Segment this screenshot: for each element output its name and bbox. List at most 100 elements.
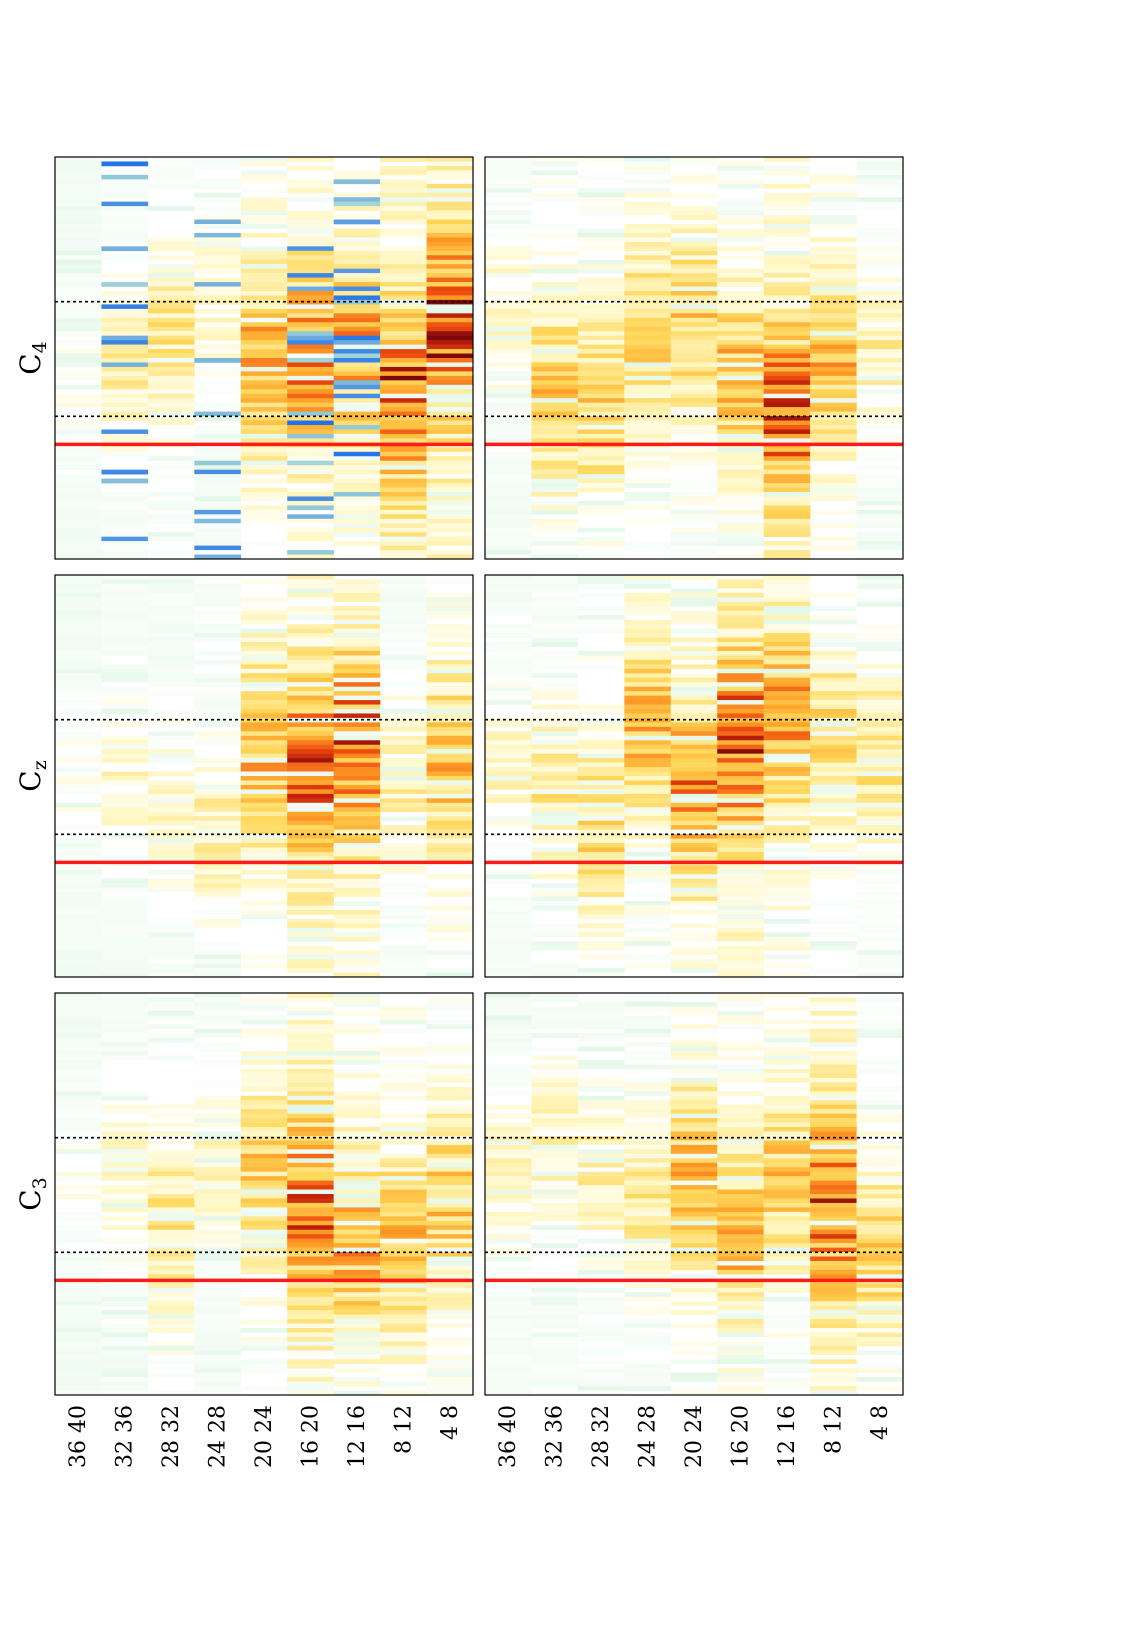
heatmap-cell [147, 682, 195, 687]
heatmap-cell [194, 601, 242, 607]
heatmap-cell [856, 1019, 904, 1025]
heatmap-cell [670, 1189, 718, 1195]
heatmap-cell [577, 349, 625, 354]
heatmap-cell [194, 429, 242, 435]
heatmap-cell [670, 518, 718, 524]
heatmap-cell [485, 340, 532, 345]
heatmap-cell [717, 1189, 764, 1195]
heatmap-cell [485, 1091, 532, 1097]
heatmap-cell [240, 793, 288, 799]
heatmap-cell [485, 668, 532, 674]
heatmap-cell [717, 429, 764, 435]
heatmap-cell [531, 425, 579, 430]
heatmap-cell [485, 1162, 532, 1168]
heatmap-cell [333, 606, 381, 612]
heatmap-cell [531, 1006, 579, 1012]
heatmap-cell [485, 1042, 532, 1047]
heatmap-cell [287, 869, 334, 875]
heatmap-cell [287, 901, 334, 906]
heatmap-cell [333, 1171, 381, 1177]
heatmap-cell [287, 1185, 334, 1190]
heatmap-cell [333, 1256, 381, 1262]
heatmap-cell [763, 1060, 811, 1065]
heatmap-cell [717, 883, 764, 888]
heatmap-cell [380, 597, 427, 603]
heatmap-cell [55, 700, 102, 705]
heatmap-cell [763, 642, 811, 647]
heatmap-cell [717, 514, 764, 520]
heatmap-cell [624, 451, 672, 457]
heatmap-cell [147, 583, 195, 589]
heatmap-cell [485, 291, 532, 296]
heatmap-cell [333, 277, 381, 283]
heatmap-cell [856, 1153, 904, 1159]
heatmap-cell [101, 1363, 149, 1369]
heatmap-cell [810, 1341, 857, 1347]
heatmap-cell [531, 282, 579, 287]
heatmap-cell [485, 691, 532, 696]
heatmap-cell [147, 856, 195, 862]
heatmap-cell [333, 1336, 381, 1342]
heatmap-cell [194, 277, 242, 283]
heatmap-cell [531, 1055, 579, 1061]
heatmap-cell [531, 1171, 579, 1177]
heatmap-cell [333, 700, 381, 705]
heatmap-cell [333, 1261, 381, 1266]
heatmap-cell [670, 402, 718, 408]
heatmap-cell [856, 1243, 904, 1248]
heatmap-cell [287, 1310, 334, 1315]
heatmap-cell [101, 469, 149, 475]
heatmap-cell [101, 700, 149, 705]
heatmap-cell [577, 1345, 625, 1351]
heatmap-cell [380, 1162, 427, 1168]
heatmap-cell [426, 1216, 474, 1222]
heatmap-cell [55, 1350, 102, 1356]
heatmap-cell [763, 1109, 811, 1114]
heatmap-cell [670, 847, 718, 853]
heatmap-cell [147, 633, 195, 638]
heatmap-cell [531, 483, 579, 488]
heatmap-cell [810, 767, 857, 772]
heatmap-cell [101, 597, 149, 603]
heatmap-cell [856, 905, 904, 911]
heatmap-cell [147, 802, 195, 808]
heatmap-cell [333, 496, 381, 502]
heatmap-cell [194, 438, 242, 444]
heatmap-cell [426, 1283, 474, 1289]
heatmap-cell [333, 1301, 381, 1306]
heatmap-cell [485, 371, 532, 377]
heatmap-cell [426, 241, 474, 247]
heatmap-cell [333, 398, 381, 403]
heatmap-cell [101, 1225, 149, 1231]
heatmap-cell [485, 1381, 532, 1387]
heatmap-cell [333, 892, 381, 897]
heatmap-cell [856, 686, 904, 692]
heatmap-cell [670, 865, 718, 871]
heatmap-cell [531, 1046, 579, 1052]
heatmap-cell [147, 335, 195, 341]
heatmap-cell [101, 993, 149, 998]
heatmap-cell [717, 447, 764, 453]
heatmap-cell [624, 371, 672, 377]
heatmap-cell [577, 1082, 625, 1088]
heatmap-cell [577, 1238, 625, 1244]
heatmap-cell [624, 914, 672, 920]
heatmap-cell [101, 1001, 149, 1007]
heatmap-cell [577, 282, 625, 287]
heatmap-cell [147, 1194, 195, 1199]
heatmap-cell [55, 923, 102, 929]
heatmap-cell [55, 165, 102, 171]
heatmap-cell [485, 628, 532, 634]
heatmap-cell [287, 615, 334, 620]
heatmap-cell [380, 201, 427, 207]
heatmap-cell [670, 575, 718, 580]
heatmap-cell [763, 918, 811, 924]
heatmap-cell [287, 165, 334, 171]
heatmap-cell [717, 1220, 764, 1226]
heatmap-cell [426, 1095, 474, 1101]
heatmap-cell [717, 993, 764, 998]
heatmap-cell [670, 784, 718, 790]
heatmap-cell [856, 1247, 904, 1253]
heatmap-cell [485, 438, 532, 444]
heatmap-cell [624, 749, 672, 754]
